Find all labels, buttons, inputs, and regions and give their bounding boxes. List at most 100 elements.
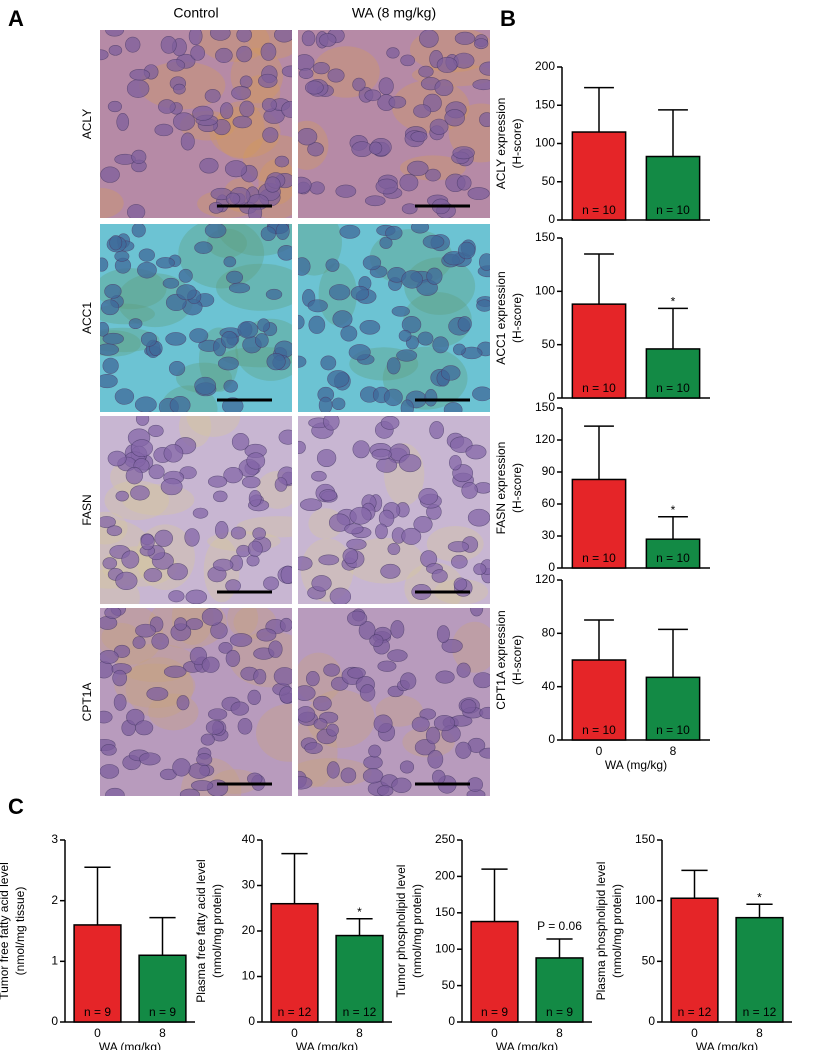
nucleus [107,450,127,467]
x-axis-label: WA (mg/kg) [696,1040,758,1050]
nucleus [479,112,490,128]
nucleus [318,554,340,566]
bar [645,538,701,569]
nucleus [100,649,119,664]
nucleus [241,476,261,489]
n-label: n = 12 [678,1005,712,1019]
nucleus [298,314,305,330]
nucleus [207,708,228,721]
nucleus [362,768,384,784]
n-label: n = 10 [656,381,690,395]
micrograph [298,224,490,412]
nucleus [347,610,368,627]
nucleus [148,464,165,480]
y-tick-label: 0 [648,1014,655,1028]
nucleus [209,30,231,41]
micrograph-content [298,608,490,796]
nucleus [467,187,490,200]
nucleus [205,720,224,735]
n-label: n = 10 [582,723,616,737]
stain-patch [344,537,424,584]
nucleus [309,181,325,195]
n-label: n = 9 [84,1005,111,1019]
nucleus [194,241,213,254]
nucleus [399,760,415,774]
nucleus [363,755,383,770]
nucleus [274,155,290,168]
nucleus [433,715,456,732]
nucleus [226,270,244,284]
nucleus [456,175,472,191]
bar [73,924,122,1023]
nucleus [359,320,381,335]
y-tick-label: 50 [542,337,556,351]
nucleus [260,226,276,241]
nucleus [313,718,328,730]
nucleus [373,714,393,733]
nucleus [368,744,382,758]
nucleus [134,396,157,412]
y-tick-label: 1 [51,954,58,968]
y-axis-label: (nmol/mg tissue) [13,887,27,976]
y-tick-label: 100 [635,893,655,907]
nucleus [426,267,443,285]
nucleus [228,282,251,294]
x-axis-label: WA (mg/kg) [296,1040,358,1050]
micrograph-bg [100,224,292,412]
y-tick-label: 100 [535,136,555,150]
nucleus [190,45,206,61]
nucleus [401,316,422,334]
nucleus [413,104,432,118]
nucleus [237,320,259,339]
y-axis-label: (nmol/mg protein) [210,884,224,978]
nucleus [114,388,135,405]
nucleus [386,357,401,375]
nucleus [472,386,490,402]
stain-patch [178,224,265,289]
nucleus [126,708,145,726]
row-label: ACC1 [80,302,94,334]
nucleus [340,767,357,784]
nucleus [332,310,353,328]
nucleus [473,563,487,576]
nucleus [274,477,288,492]
nucleus [401,527,422,545]
stain-patch [101,622,141,652]
stain-patch [382,346,468,410]
y-tick-label: 50 [442,978,456,992]
nucleus [125,36,141,53]
nucleus [410,131,428,143]
nucleus [192,507,209,519]
y-tick-label: 120 [535,572,555,586]
nucleus [264,176,281,193]
nucleus [312,695,332,712]
nucleus [311,470,327,482]
micrograph [298,416,490,604]
nucleus [102,557,118,570]
y-axis-label: (nmol/mg protein) [610,884,624,978]
nucleus [236,45,253,63]
x-tick-label: 8 [670,744,677,758]
y-axis-label: Tumor free fatty acid level [0,862,11,1000]
nucleus [318,396,333,412]
nucleus [425,726,441,745]
nucleus [329,587,352,604]
nucleus [225,579,241,593]
nucleus [331,397,346,411]
nucleus [400,672,417,690]
nucleus [304,80,324,95]
nucleus [126,79,150,98]
panel-letter: C [8,794,24,819]
n-label: n = 9 [481,1005,508,1019]
nucleus [364,89,382,102]
nucleus [432,336,449,354]
column-header: Control [173,5,218,21]
nucleus [339,224,361,239]
nucleus [130,439,153,458]
nucleus [126,204,146,218]
nucleus [163,444,184,463]
nucleus [422,234,445,249]
nucleus [189,646,208,666]
nucleus [434,79,454,97]
nucleus [268,640,283,658]
